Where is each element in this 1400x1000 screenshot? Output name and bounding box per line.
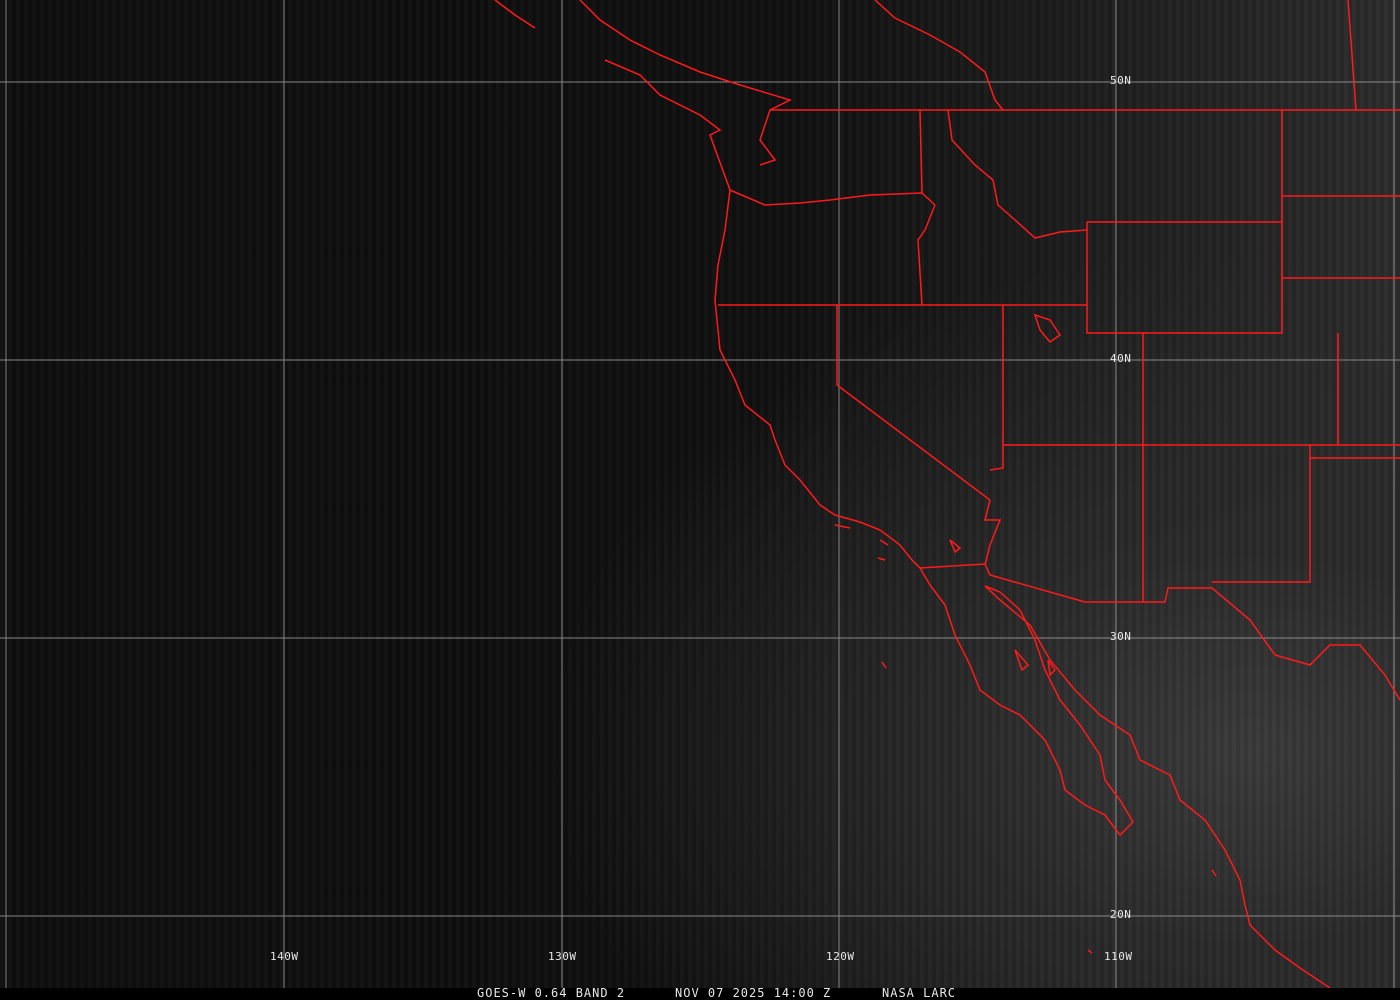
- lon-label-120w: 120W: [826, 950, 855, 963]
- ca-nv-border: [836, 305, 1002, 566]
- west-coastline: [494, 0, 1331, 988]
- gulf-islands: [881, 649, 1056, 677]
- wyoming-border: [1086, 110, 1283, 334]
- wa-or-border: [729, 189, 936, 206]
- us-mexico-border: [919, 563, 1400, 701]
- lat-label-30n: 30N: [1110, 630, 1132, 643]
- image-caption-bar: GOES-W 0.64 BAND 2 NOV 07 2025 14:00 Z N…: [0, 986, 1400, 1000]
- dakotas-border: [1282, 195, 1400, 279]
- saskatchewan-border: [1347, 0, 1357, 111]
- satellite-band-label: GOES-W 0.64 BAND 2: [477, 986, 626, 1000]
- nv-ut-border: [989, 305, 1004, 471]
- lat-label-40n: 40N: [1110, 352, 1132, 365]
- canada-coastline: [874, 0, 1004, 111]
- great-salt-lake: [1033, 313, 1062, 344]
- source-label: NASA LARC: [882, 986, 957, 1000]
- lat-label-20n: 20N: [1110, 908, 1132, 921]
- channel-islands: [834, 524, 962, 561]
- lon-label-130w: 130W: [548, 950, 577, 963]
- mexico-inland-feature: [1087, 869, 1217, 954]
- timestamp-label: NOV 07 2025 14:00 Z: [675, 986, 832, 1000]
- montana-idaho-border: [947, 109, 1088, 239]
- lon-label-140w: 140W: [270, 950, 299, 963]
- political-borders: [494, 0, 1400, 988]
- idaho-west-border: [917, 109, 936, 306]
- lat-label-50n: 50N: [1110, 74, 1132, 87]
- new-mexico-border: [1212, 445, 1400, 583]
- lon-label-110w: 110W: [1104, 950, 1133, 963]
